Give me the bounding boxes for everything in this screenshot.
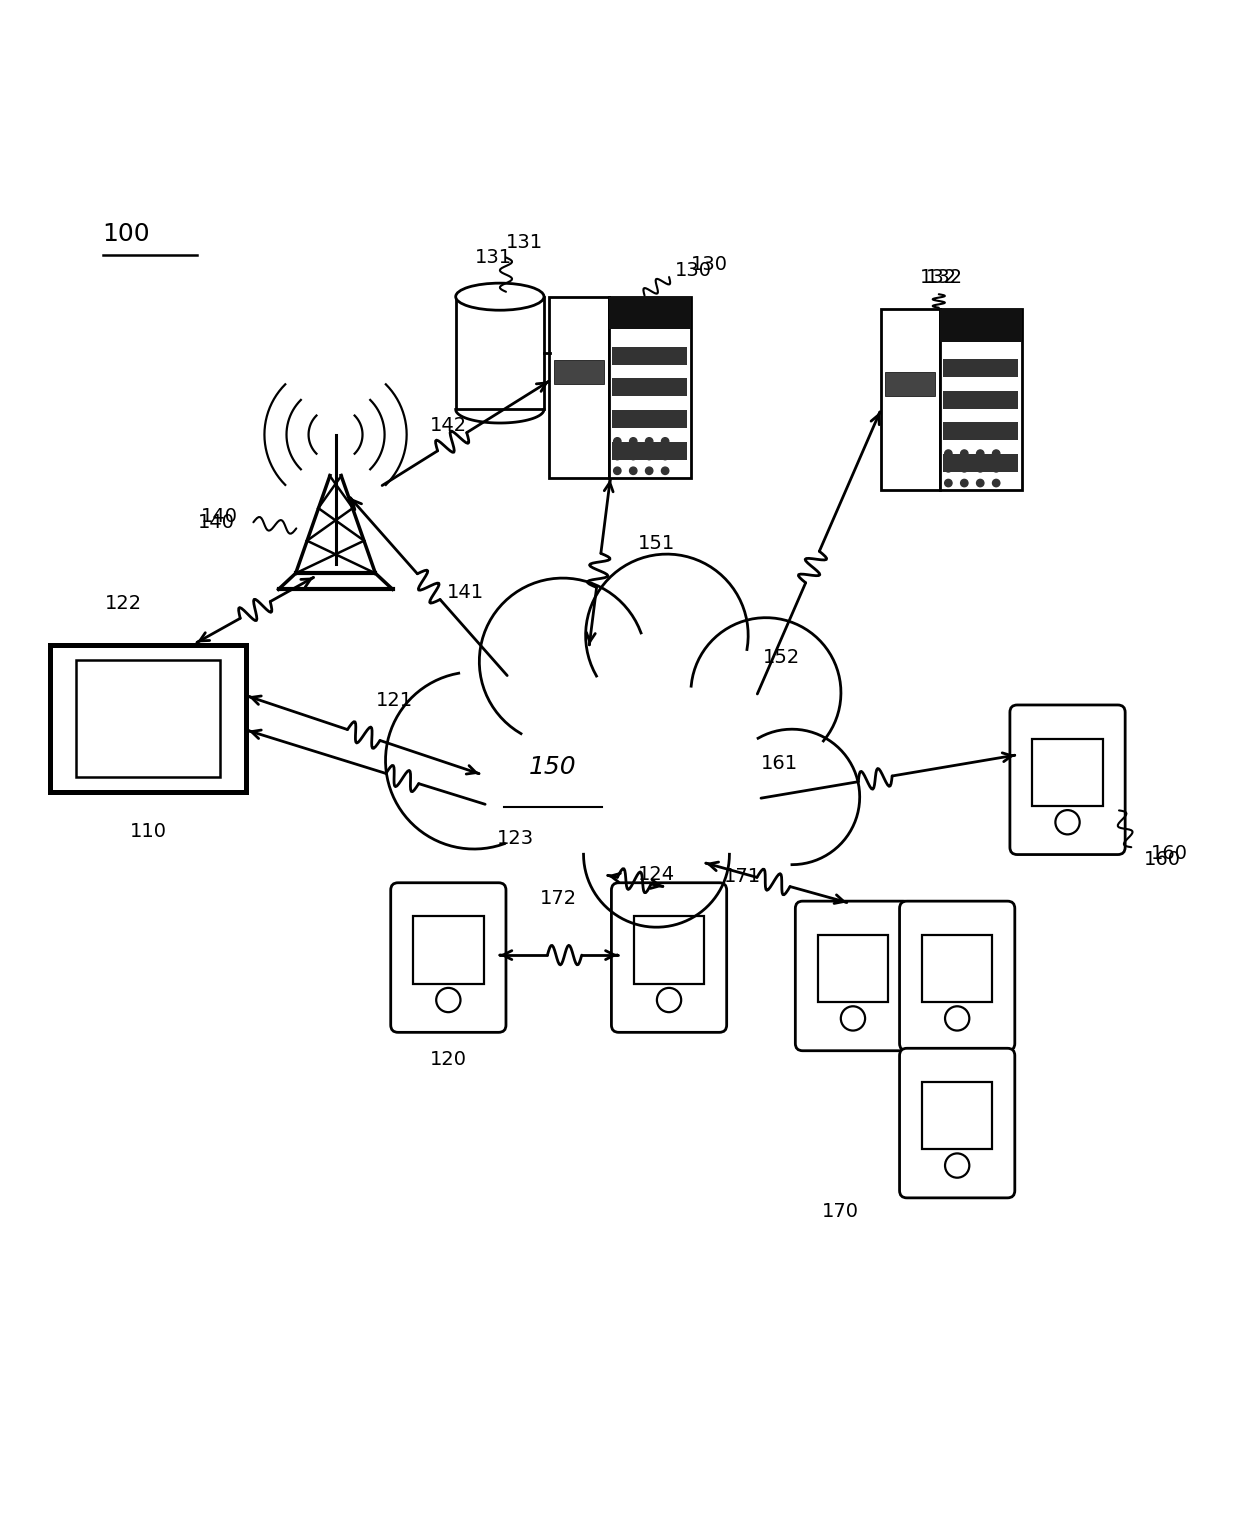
Circle shape — [661, 453, 668, 460]
Circle shape — [961, 479, 968, 487]
FancyBboxPatch shape — [613, 442, 687, 460]
Circle shape — [584, 781, 729, 927]
Circle shape — [614, 453, 621, 460]
Text: 100: 100 — [103, 223, 150, 246]
FancyBboxPatch shape — [940, 309, 1022, 342]
FancyBboxPatch shape — [1009, 705, 1125, 855]
Circle shape — [724, 729, 859, 864]
Circle shape — [630, 437, 637, 445]
FancyBboxPatch shape — [554, 361, 604, 384]
Circle shape — [992, 465, 999, 471]
Circle shape — [661, 437, 668, 445]
Circle shape — [1055, 810, 1080, 835]
Text: 110: 110 — [129, 821, 166, 841]
Text: 121: 121 — [376, 691, 413, 711]
Text: 151: 151 — [639, 534, 676, 553]
Circle shape — [646, 453, 652, 460]
FancyBboxPatch shape — [77, 660, 219, 777]
Circle shape — [630, 467, 637, 474]
Circle shape — [585, 554, 748, 717]
FancyBboxPatch shape — [899, 1048, 1014, 1197]
Text: 132: 132 — [920, 267, 957, 287]
FancyBboxPatch shape — [413, 916, 484, 984]
Text: 131: 131 — [475, 249, 512, 267]
Circle shape — [945, 465, 952, 471]
Circle shape — [691, 617, 841, 768]
Text: 161: 161 — [761, 754, 799, 774]
Text: 150: 150 — [528, 755, 577, 780]
Circle shape — [992, 479, 999, 487]
Text: 140: 140 — [201, 507, 237, 525]
FancyBboxPatch shape — [940, 309, 1022, 490]
FancyBboxPatch shape — [880, 309, 940, 490]
Circle shape — [977, 479, 983, 487]
Text: 120: 120 — [430, 1050, 466, 1068]
FancyBboxPatch shape — [944, 390, 1018, 408]
FancyBboxPatch shape — [795, 901, 910, 1051]
Text: 171: 171 — [724, 867, 761, 886]
FancyBboxPatch shape — [391, 883, 506, 1033]
FancyBboxPatch shape — [944, 422, 1018, 441]
Text: 123: 123 — [497, 829, 534, 849]
FancyBboxPatch shape — [885, 373, 935, 396]
FancyBboxPatch shape — [50, 645, 246, 792]
Text: 131: 131 — [506, 233, 543, 252]
FancyBboxPatch shape — [613, 378, 687, 396]
Circle shape — [386, 672, 563, 849]
Text: 142: 142 — [430, 416, 467, 434]
Text: 130: 130 — [691, 255, 728, 275]
Circle shape — [945, 479, 952, 487]
FancyBboxPatch shape — [817, 935, 888, 1002]
Text: 124: 124 — [639, 866, 676, 884]
Text: 130: 130 — [675, 261, 712, 281]
Circle shape — [945, 450, 952, 457]
Circle shape — [436, 989, 460, 1012]
FancyBboxPatch shape — [944, 359, 1018, 378]
Circle shape — [646, 437, 652, 445]
Circle shape — [661, 467, 668, 474]
FancyBboxPatch shape — [899, 901, 1014, 1051]
Circle shape — [646, 467, 652, 474]
Circle shape — [945, 1153, 970, 1177]
Text: 140: 140 — [198, 513, 236, 531]
Text: 160: 160 — [1143, 850, 1180, 869]
Circle shape — [630, 453, 637, 460]
Text: 141: 141 — [446, 583, 484, 602]
Circle shape — [614, 437, 621, 445]
FancyBboxPatch shape — [923, 935, 992, 1002]
Circle shape — [977, 450, 983, 457]
Circle shape — [945, 1007, 970, 1030]
FancyBboxPatch shape — [923, 1082, 992, 1150]
Text: 122: 122 — [105, 594, 143, 614]
FancyBboxPatch shape — [609, 296, 691, 477]
FancyBboxPatch shape — [613, 410, 687, 428]
FancyBboxPatch shape — [1033, 738, 1102, 806]
Text: 152: 152 — [764, 648, 801, 666]
Circle shape — [614, 467, 621, 474]
FancyBboxPatch shape — [456, 296, 544, 410]
FancyBboxPatch shape — [549, 296, 609, 477]
FancyBboxPatch shape — [613, 347, 687, 365]
FancyBboxPatch shape — [634, 916, 704, 984]
Circle shape — [977, 465, 983, 471]
Circle shape — [480, 579, 646, 744]
Circle shape — [841, 1007, 866, 1030]
FancyBboxPatch shape — [944, 454, 1018, 473]
Circle shape — [961, 450, 968, 457]
Circle shape — [657, 989, 681, 1012]
Circle shape — [992, 450, 999, 457]
Text: 132: 132 — [926, 267, 963, 287]
FancyBboxPatch shape — [611, 883, 727, 1033]
Circle shape — [961, 465, 968, 471]
Text: 170: 170 — [822, 1202, 859, 1220]
Text: 172: 172 — [541, 889, 578, 909]
Text: 160: 160 — [1151, 844, 1188, 863]
Circle shape — [506, 640, 734, 870]
FancyBboxPatch shape — [609, 296, 691, 330]
Ellipse shape — [456, 282, 544, 310]
